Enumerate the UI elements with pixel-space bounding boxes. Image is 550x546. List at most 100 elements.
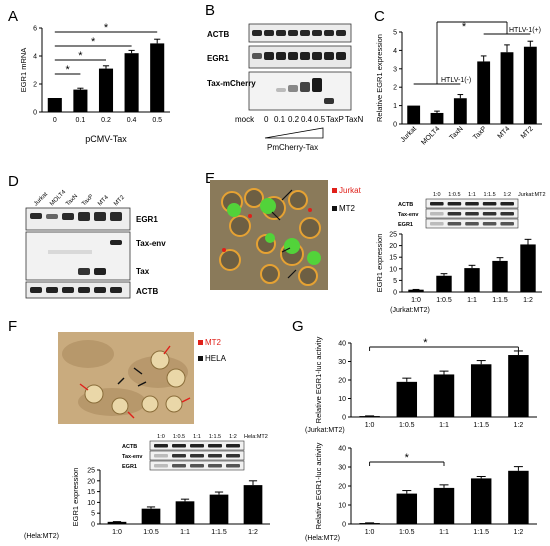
x-axis-label-e: (Jurkat:MT2) [390, 307, 430, 314]
y-axis-label-f: EGR1 expression [71, 468, 80, 527]
blot-d-lane-mt4: MT4 [97, 194, 110, 207]
bar-g1 [508, 355, 529, 417]
legend-label-hela: HELA [205, 354, 227, 363]
chart-panel-c: 0 1 2 3 4 5 Jurkat MOLT4 TaxN TaxP MT4 MT2 Relative … [375, 21, 542, 147]
blot-b-lane-0-4: 0.4 [301, 115, 313, 124]
blot-d-row-actb: ACTB [136, 287, 158, 296]
x-tick-label-c: Jurkat [400, 125, 418, 143]
chart-panel-g1: 0 10 20 30 40 1:0 1:0.5 1:1 1:1.5 1:2 Relative EGR… [305, 336, 537, 434]
y-axis-label-e: EGR1 expression [375, 234, 384, 293]
y-tick-label-f: 10 [87, 500, 95, 507]
legend-swatch-jurkat [332, 188, 337, 193]
y-tick-label-g1: 30 [338, 359, 346, 366]
x-tick-label-e: 1:2 [523, 297, 533, 304]
inset-band-f [172, 454, 186, 458]
blot-b-lane-0-2: 0.2 [288, 115, 300, 124]
inset-header-e: 1:1.5 [483, 192, 495, 198]
inset-band-e [430, 212, 444, 216]
x-tick-label-a: 0.5 [152, 117, 162, 124]
inset-band-e [482, 222, 497, 226]
bar-g1 [396, 381, 418, 417]
x-axis-label-a: pCMV-Tax [85, 134, 127, 144]
bar-f [243, 485, 263, 524]
x-tick-label-g1: 1:1.5 [473, 422, 489, 429]
bar-a [98, 68, 114, 112]
y-tick-label-g2: 0 [342, 522, 346, 529]
bar-f [107, 521, 127, 524]
blot-b-lane-mock: mock [235, 115, 255, 124]
inset-band-f [154, 454, 168, 458]
x-tick-label-g1: 1:1 [439, 422, 449, 429]
y-tick-label-c: 0 [393, 122, 397, 129]
inset-band-e [447, 212, 462, 216]
significance-star-a: * [91, 36, 96, 48]
inset-row-label-e: Tax-env [398, 212, 419, 218]
bar-a [124, 53, 139, 112]
inset-band-e [447, 222, 462, 226]
inset-band-e [500, 222, 514, 226]
x-tick-label-g2: 1:2 [514, 529, 524, 536]
blot-b-lane-taxp: TaxP [326, 115, 344, 124]
bar-e [492, 260, 508, 292]
bar-g1 [433, 374, 455, 417]
bar-e [464, 268, 480, 292]
x-tick-label-c: TaxN [449, 125, 465, 141]
x-axis-label-g1: (Jurkat:MT2) [305, 427, 345, 434]
y-tick-label-a: 6 [33, 26, 37, 33]
bar-c [477, 61, 491, 124]
blot-b-row-egr1: EGR1 [207, 54, 229, 63]
inset-header-f: 1:0 [157, 434, 165, 440]
blot-d-lane-molt4: MOLT4 [49, 189, 68, 208]
dose-wedge [264, 127, 324, 139]
bar-a [47, 98, 62, 112]
x-tick-label-g1: 1:0.5 [399, 422, 415, 429]
y-axis-label-g2: Relative EGR1-luc activity [314, 442, 323, 529]
blot-b-lane-0-5: 0.5 [314, 115, 326, 124]
x-tick-label-c: MOLT4 [420, 125, 441, 146]
inset-band-f [190, 444, 204, 448]
bar-g2 [359, 523, 380, 524]
inset-row-label-f: EGR1 [122, 464, 137, 470]
y-tick-label-e: 10 [389, 266, 397, 273]
bar-c [430, 112, 444, 124]
inset-header-f: 1:2 [229, 434, 237, 440]
bar-g1 [470, 364, 492, 417]
x-tick-label-f: 1:1.5 [211, 529, 227, 536]
x-tick-label-f: 1:1 [180, 529, 190, 536]
inset-band-f [154, 444, 168, 448]
y-axis-label-c: Relative EGR1 expression [375, 34, 384, 122]
inset-band-f [226, 444, 240, 448]
inset-band-f [208, 444, 222, 448]
inset-header-e: 1:0 [433, 192, 441, 198]
y-tick-label-a: 0 [33, 110, 37, 117]
y-tick-label-f: 20 [87, 478, 95, 485]
inset-header-f: 1:1 [193, 434, 201, 440]
chart-panel-f: 0 5 10 15 20 25 1:0 1:0.5 1:1 1:1.5 1:2 EGR1 expres… [24, 434, 270, 540]
x-tick-label-c: MT2 [520, 125, 535, 140]
panel-label-d: D [8, 173, 19, 190]
y-tick-label-e: 5 [393, 278, 397, 285]
significance-star-a: * [65, 64, 70, 76]
bar-g2 [508, 470, 529, 524]
x-axis-label-g2: (Hela:MT2) [305, 535, 340, 542]
blot-b-row-tax-mcherry: Tax-mCherry [207, 79, 256, 88]
y-tick-label-c: 1 [393, 103, 397, 110]
panel-label-a: A [8, 8, 19, 25]
inset-header-f: 1:1.5 [209, 434, 221, 440]
panel-label-f: F [8, 318, 18, 335]
inset-band-e [482, 212, 497, 216]
y-axis-label-a: EGR1 mRNA [19, 48, 28, 93]
x-tick-label-a: 0.1 [76, 117, 86, 124]
x-tick-label-e: 1:0 [411, 297, 421, 304]
western-blot-b: ACTB EGR1 Tax-mCherry mock 0 0.1 0.2 0.4… [207, 23, 363, 152]
bar-f [175, 501, 195, 524]
chart-panel-g2: 0 10 20 30 40 1:0 1:0.5 1:1 1:1.5 1:2 Relative EGR… [305, 442, 537, 542]
y-tick-label-g1: 20 [338, 378, 346, 385]
legend-swatch-hela [198, 356, 203, 361]
x-tick-label-g2: 1:1 [439, 529, 449, 536]
inset-band-f [226, 454, 240, 458]
micrograph-e: Jurkat MT2 [210, 180, 362, 290]
y-tick-label-g1: 0 [342, 415, 346, 422]
inset-header-f: 1:0.5 [173, 434, 185, 440]
y-tick-label-c: 5 [393, 30, 397, 37]
